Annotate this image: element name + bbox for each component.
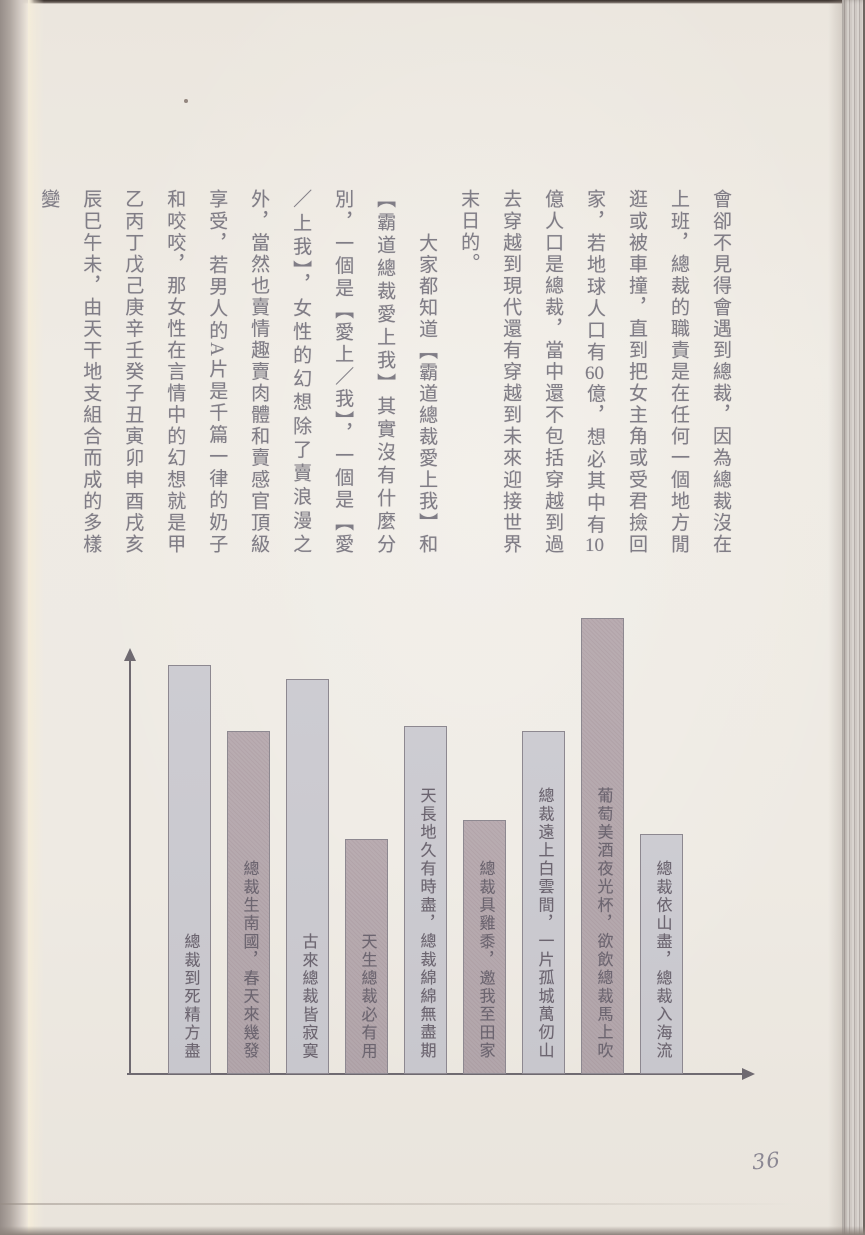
bar-label: 總裁生南國，春天來幾發 xyxy=(240,859,258,1060)
scan-bottom-edge xyxy=(0,1226,865,1235)
scan-top-edge xyxy=(0,0,865,4)
bar-label: 葡萄美酒夜光杯，欲飲總裁馬上吹 xyxy=(594,787,612,1060)
bar: 總裁到死精方盡 xyxy=(168,665,211,1074)
bar: 總裁遠上白雲間，一片孤城萬仞山 xyxy=(522,731,565,1074)
bar-label: 古來總裁皆寂寞 xyxy=(299,932,317,1060)
fore-edge-shadow xyxy=(828,0,842,1235)
bar-label: 總裁遠上白雲間，一片孤城萬仞山 xyxy=(535,787,553,1060)
bar-label: 天長地久有時盡，總裁綿綿無盡期 xyxy=(417,787,435,1060)
bar: 葡萄美酒夜光杯，欲飲總裁馬上吹 xyxy=(581,618,624,1074)
y-axis-arrowhead-icon xyxy=(123,648,136,661)
bar: 總裁具雞黍，邀我至田家 xyxy=(463,820,506,1074)
bar-label: 總裁依山盡，總裁入海流 xyxy=(653,859,671,1060)
bar-label: 總裁具雞黍，邀我至田家 xyxy=(476,859,494,1060)
scan-speck xyxy=(184,99,188,103)
x-axis-arrowhead-icon xyxy=(742,1067,755,1080)
bar-label: 天生總裁必有用 xyxy=(358,932,376,1060)
bar: 總裁依山盡，總裁入海流 xyxy=(640,834,683,1074)
body-text-block: 會卻不見得會遇到總裁，因為總裁沒在上班，總裁的職責是在任何一個地方閒逛或被車撞，… xyxy=(38,189,741,555)
book-page-edges xyxy=(842,0,865,1235)
bar: 總裁生南國，春天來幾發 xyxy=(227,731,270,1074)
page-bottom-crease xyxy=(0,1203,800,1205)
bar: 天長地久有時盡，總裁綿綿無盡期 xyxy=(404,726,447,1074)
paragraph: 大家都知道【霸道總裁愛上我】和【霸道總裁愛上我】其實沒有什麼分別，一個是【愛上／… xyxy=(38,189,438,555)
bar: 古來總裁皆寂寞 xyxy=(286,679,329,1074)
y-axis xyxy=(129,660,131,1074)
page-number: 36 xyxy=(750,1147,782,1175)
bar: 天生總裁必有用 xyxy=(345,839,388,1074)
ceo-parody-bar-chart: 總裁到死精方盡 總裁生南國，春天來幾發 古來總裁皆寂寞 天生總裁必有用 天長地久有時盡，… xyxy=(110,598,800,1110)
paragraph: 會卻不見得會遇到總裁，因為總裁沒在上班，總裁的職責是在任何一個地方閒逛或被車撞，… xyxy=(458,189,731,555)
bar-label: 總裁到死精方盡 xyxy=(181,932,199,1060)
gutter-highlight xyxy=(28,0,44,1235)
